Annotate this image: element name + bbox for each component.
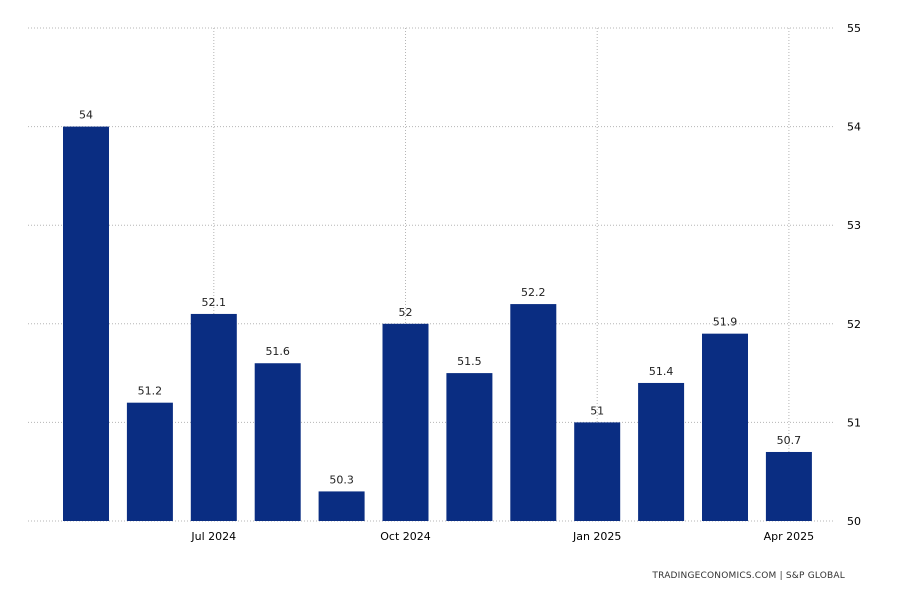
bar xyxy=(190,313,237,521)
y-tick-label: 52 xyxy=(847,318,861,331)
bar xyxy=(446,373,493,521)
bar xyxy=(702,333,748,521)
bar-value-label: 50.7 xyxy=(777,434,802,447)
x-tick-label: Apr 2025 xyxy=(764,530,815,543)
y-axis: 50 51 52 53 54 55 xyxy=(847,22,861,528)
bar-value-label: 51.2 xyxy=(138,385,163,398)
bars xyxy=(63,126,812,521)
source-credit: TRADINGECONOMICS.COM | S&P GLOBAL xyxy=(652,571,845,581)
bar xyxy=(254,363,301,521)
bar xyxy=(382,323,429,521)
bar xyxy=(765,451,812,521)
y-tick-label: 54 xyxy=(847,121,861,134)
bar-value-label: 51.6 xyxy=(265,345,290,358)
bar xyxy=(318,491,365,521)
bar-value-label: 51.9 xyxy=(713,316,738,329)
x-tick-label: Oct 2024 xyxy=(380,530,431,543)
y-tick-label: 53 xyxy=(847,219,861,232)
bar-value-label: 52 xyxy=(399,306,413,319)
bar-value-label: 54 xyxy=(79,109,93,122)
bar-value-label: 52.1 xyxy=(202,296,227,309)
data-labels: 54 51.2 52.1 51.6 50.3 52 51.5 52.2 51 51.4 51.9 50… xyxy=(79,109,801,487)
bar xyxy=(63,126,109,521)
bar-value-label: 50.3 xyxy=(329,473,354,486)
grid-lines xyxy=(28,27,835,522)
x-tick-label: Jan 2025 xyxy=(572,530,621,543)
bar xyxy=(126,402,173,521)
bar-value-label: 51 xyxy=(590,404,604,417)
bar-value-label: 51.4 xyxy=(649,365,674,378)
y-tick-label: 51 xyxy=(847,416,861,429)
y-tick-label: 55 xyxy=(847,22,861,35)
bar xyxy=(638,382,685,521)
bar xyxy=(574,422,621,521)
bar-value-label: 52.2 xyxy=(521,286,546,299)
bar xyxy=(510,304,557,521)
y-tick-label: 50 xyxy=(847,515,861,528)
x-tick-label: Jul 2024 xyxy=(190,530,236,543)
x-axis: Jul 2024 Oct 2024 Jan 2025 Apr 2025 xyxy=(190,530,814,543)
bar-value-label: 51.5 xyxy=(457,355,482,368)
